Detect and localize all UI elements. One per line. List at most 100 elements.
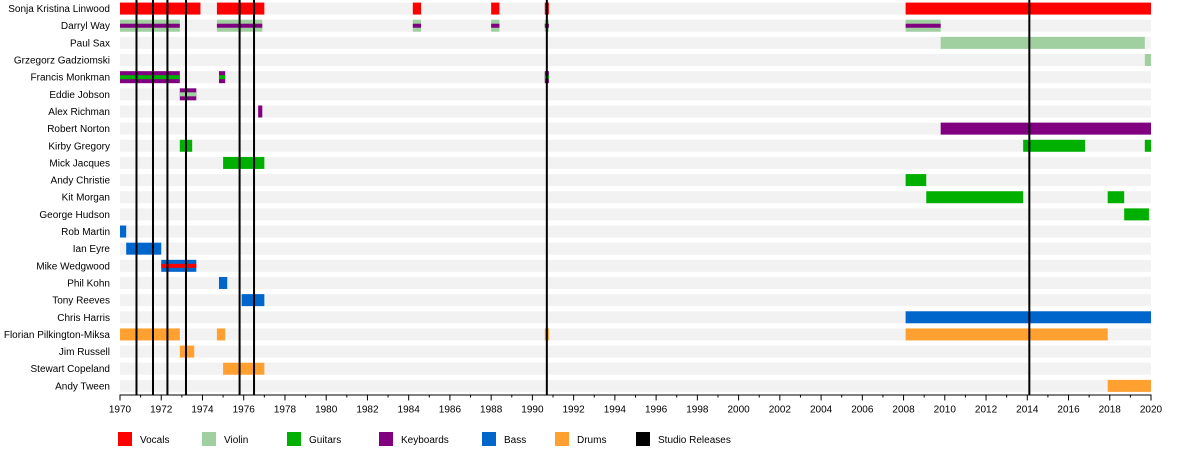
x-tick-label: 1996 — [645, 404, 668, 415]
member-label: Andy Christie — [51, 176, 111, 187]
membership-bar-vocals — [491, 2, 500, 15]
row-background — [120, 36, 1151, 49]
membership-bar-drums — [223, 362, 265, 375]
membership-bar-guitars-stripe — [218, 75, 226, 80]
member-label: Stewart Copeland — [31, 364, 111, 375]
membership-bar-guitars — [1144, 139, 1151, 152]
legend-label-studio: Studio Releases — [658, 435, 731, 446]
membership-bar-bass — [905, 311, 1151, 324]
membership-bar-drums — [120, 328, 180, 341]
membership-bar-drums — [179, 345, 195, 358]
member-label: Ian Eyre — [73, 244, 111, 255]
membership-bar-guitars — [223, 156, 265, 169]
legend-swatch-guitars — [287, 432, 301, 446]
member-label: Robert Norton — [47, 124, 110, 135]
legend-label-keyboards: Keyboards — [401, 435, 449, 446]
membership-bar-guitars — [1124, 208, 1149, 221]
member-label: Francis Monkman — [31, 73, 110, 84]
membership-bar-vocals — [905, 2, 1151, 15]
x-tick-label: 2010 — [934, 404, 957, 415]
x-tick-label: 1972 — [150, 404, 173, 415]
member-label: Grzegorz Gadziomski — [14, 56, 110, 67]
row-background — [120, 208, 1151, 221]
row-background — [120, 294, 1151, 307]
member-label-layer: Sonja Kristina Linwood Darryl Way Paul Sax… — [4, 4, 111, 392]
x-tick-label: 1988 — [480, 404, 503, 415]
legend-swatch-bass — [482, 432, 496, 446]
row-background — [120, 122, 1151, 135]
x-tick-label: 2004 — [810, 404, 833, 415]
member-label: Mike Wedgwood — [36, 261, 110, 272]
x-tick-label: 1970 — [109, 404, 132, 415]
row-background — [120, 105, 1151, 118]
member-label: Chris Harris — [57, 313, 110, 324]
x-tick-label: 1994 — [604, 404, 627, 415]
row-background — [120, 191, 1151, 204]
membership-bar-drums — [905, 328, 1108, 341]
member-label: Darryl Way — [61, 21, 110, 32]
row-background — [120, 345, 1151, 358]
row-background — [120, 71, 1151, 84]
membership-bar-vocals — [120, 2, 201, 15]
row-background — [120, 156, 1151, 169]
membership-bar-violin — [940, 36, 1145, 49]
membership-bar-guitars — [926, 191, 1024, 204]
x-tick-label: 1978 — [274, 404, 297, 415]
membership-bar-bass — [218, 276, 228, 289]
row-background — [120, 379, 1151, 392]
membership-bar-vocals-stripe — [161, 263, 197, 268]
row-background — [120, 259, 1151, 272]
x-tick-label: 2018 — [1099, 404, 1122, 415]
x-tick-label: 1998 — [686, 404, 709, 415]
membership-bar-keyboards-stripe — [412, 23, 422, 28]
row-background — [120, 328, 1151, 341]
row-background — [120, 225, 1151, 238]
x-tick-label: 2000 — [727, 404, 750, 415]
member-label: Paul Sax — [70, 38, 110, 49]
membership-bar-keyboards-stripe — [491, 23, 500, 28]
membership-bar-vocals — [412, 2, 422, 15]
x-tick-label: 2020 — [1140, 404, 1163, 415]
member-label: Kit Morgan — [62, 193, 110, 204]
membership-bar-guitars-stripe — [120, 75, 180, 80]
x-tick-label: 2002 — [769, 404, 792, 415]
x-tick-label: 2008 — [892, 404, 915, 415]
membership-bar-keyboards — [940, 122, 1151, 135]
x-tick-label: 1976 — [233, 404, 256, 415]
x-axis: 1970 1972 1974 1976 1978 1980 1982 1984 1986 1988… — [109, 394, 1163, 415]
legend-label-bass: Bass — [504, 435, 526, 446]
membership-bar-guitars — [1023, 139, 1086, 152]
x-tick-label: 1974 — [191, 404, 214, 415]
member-label: Florian Pilkington-Miksa — [4, 330, 111, 341]
legend-swatch-drums — [555, 432, 569, 446]
membership-bar-drums — [216, 328, 226, 341]
x-tick-label: 2006 — [851, 404, 874, 415]
row-background — [120, 311, 1151, 324]
x-tick-label: 1990 — [521, 404, 544, 415]
x-tick-label: 1982 — [356, 404, 379, 415]
row-background — [120, 88, 1151, 101]
member-label: Mick Jacques — [49, 158, 110, 169]
member-label: Sonja Kristina Linwood — [8, 4, 110, 15]
member-label: Jim Russell — [59, 347, 110, 358]
member-label: Eddie Jobson — [49, 90, 110, 101]
row-background — [120, 19, 1151, 32]
membership-bar-bass — [126, 242, 162, 255]
legend-label-vocals: Vocals — [140, 435, 169, 446]
legend-label-guitars: Guitars — [309, 435, 341, 446]
membership-bar-vocals — [216, 2, 265, 15]
member-label: Alex Richman — [48, 107, 110, 118]
row-background-layer — [120, 2, 1151, 392]
x-tick-label: 1992 — [563, 404, 586, 415]
member-label: Phil Kohn — [67, 278, 110, 289]
studio-release-layer — [135, 0, 1031, 395]
legend-swatch-studio — [636, 432, 650, 446]
legend: Vocals Violin Guitars Keyboards Bass Drums Stu… — [118, 432, 731, 446]
membership-bar-bass — [120, 225, 127, 238]
row-background — [120, 276, 1151, 289]
x-tick-label: 2014 — [1016, 404, 1039, 415]
legend-label-drums: Drums — [577, 435, 606, 446]
x-tick-label: 1986 — [439, 404, 462, 415]
membership-bar-keyboards-stripe — [905, 23, 941, 28]
